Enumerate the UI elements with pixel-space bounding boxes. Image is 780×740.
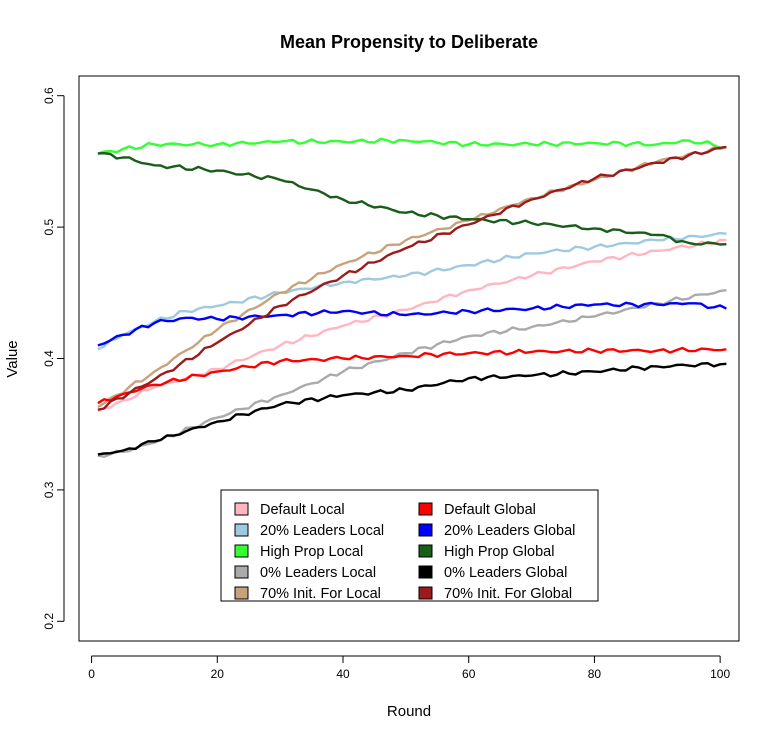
x-tick-label: 0 xyxy=(88,667,95,681)
y-tick-label: 0.2 xyxy=(42,613,56,630)
legend-label: Default Global xyxy=(444,502,536,518)
legend-swatch xyxy=(418,544,433,558)
x-tick-label: 80 xyxy=(588,667,602,681)
series-line-20-leaders-global xyxy=(97,301,727,347)
legend-label: High Prop Global xyxy=(444,544,554,560)
y-tick-label: 0.3 xyxy=(42,481,56,498)
legend: Default Local 20% Leaders Local High Prop … xyxy=(220,489,599,602)
series-line-default-global xyxy=(97,346,727,405)
legend-label: High Prop Local xyxy=(260,544,363,560)
y-axis: 0.2 0.3 0.4 0.5 0.6 xyxy=(42,87,65,630)
y-tick-label: 0.6 xyxy=(42,87,56,104)
series-line-70-init-for-global xyxy=(97,145,727,411)
legend-swatch xyxy=(234,565,249,579)
series-line-20-leaders-local xyxy=(97,231,727,351)
legend-label: 70% Init. For Local xyxy=(260,586,381,602)
x-tick-label: 20 xyxy=(211,667,225,681)
series-line-high-prop-global xyxy=(97,151,727,246)
series-line-0-leaders-local xyxy=(97,289,727,458)
x-tick-label: 100 xyxy=(710,667,730,681)
legend-label: 0% Leaders Local xyxy=(260,565,376,581)
x-axis-label: Round xyxy=(387,703,431,720)
x-tick-label: 60 xyxy=(462,667,476,681)
y-tick-label: 0.5 xyxy=(42,218,56,235)
series-line-70-init-for-local xyxy=(97,145,727,409)
x-axis: 0 20 40 60 80 100 xyxy=(88,655,730,681)
plot-frame xyxy=(78,75,740,642)
legend-swatch xyxy=(234,586,249,600)
legend-swatch xyxy=(234,502,249,516)
legend-label: 0% Leaders Global xyxy=(444,565,567,581)
legend-swatch xyxy=(418,502,433,516)
legend-label: 20% Leaders Global xyxy=(444,523,575,539)
legend-label: 70% Init. For Global xyxy=(444,586,572,602)
legend-label: Default Local xyxy=(260,502,345,518)
y-axis-label: Value xyxy=(4,340,21,377)
legend-swatch xyxy=(418,565,433,579)
y-tick-label: 0.4 xyxy=(42,350,56,367)
legend-label: 20% Leaders Local xyxy=(260,523,384,539)
legend-swatch xyxy=(418,523,433,537)
x-tick-label: 40 xyxy=(336,667,350,681)
legend-swatch xyxy=(418,586,433,600)
chart-title: Mean Propensity to Deliberate xyxy=(280,32,538,52)
legend-swatch xyxy=(234,544,249,558)
legend-swatch xyxy=(234,523,249,537)
series-line-0-leaders-global xyxy=(97,362,727,456)
series-line-default-local xyxy=(97,238,727,413)
legend-box xyxy=(220,489,599,602)
series-lines xyxy=(97,137,727,458)
series-line-high-prop-local xyxy=(97,137,727,155)
